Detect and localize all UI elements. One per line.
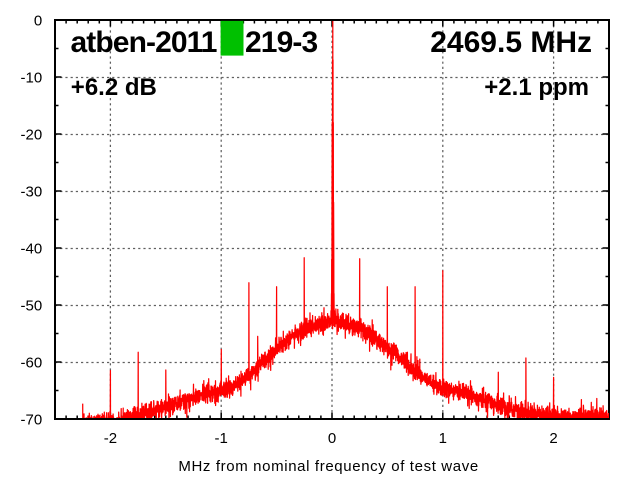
svg-text:MHz from nominal frequency of: MHz from nominal frequency of test wave xyxy=(178,458,479,475)
svg-text:2469.5 MHz: 2469.5 MHz xyxy=(430,26,592,59)
svg-text:atben-2011: atben-2011 xyxy=(71,26,217,59)
svg-text:0: 0 xyxy=(328,430,336,447)
svg-text:-60: -60 xyxy=(21,354,43,371)
svg-text:+6.2 dB: +6.2 dB xyxy=(71,74,157,101)
svg-text:-70: -70 xyxy=(21,411,43,428)
svg-text:1: 1 xyxy=(439,430,447,447)
svg-text:-1: -1 xyxy=(215,430,228,447)
svg-text:-10: -10 xyxy=(21,69,43,86)
svg-text:219-3: 219-3 xyxy=(245,26,317,59)
svg-text:-30: -30 xyxy=(21,183,43,200)
svg-text:-2: -2 xyxy=(104,430,117,447)
svg-text:2: 2 xyxy=(549,430,557,447)
svg-text:-40: -40 xyxy=(21,240,43,257)
svg-text:+2.1 ppm: +2.1 ppm xyxy=(484,74,589,101)
svg-text:0: 0 xyxy=(34,12,42,29)
svg-text:-20: -20 xyxy=(21,126,43,143)
svg-text:-50: -50 xyxy=(21,297,43,314)
